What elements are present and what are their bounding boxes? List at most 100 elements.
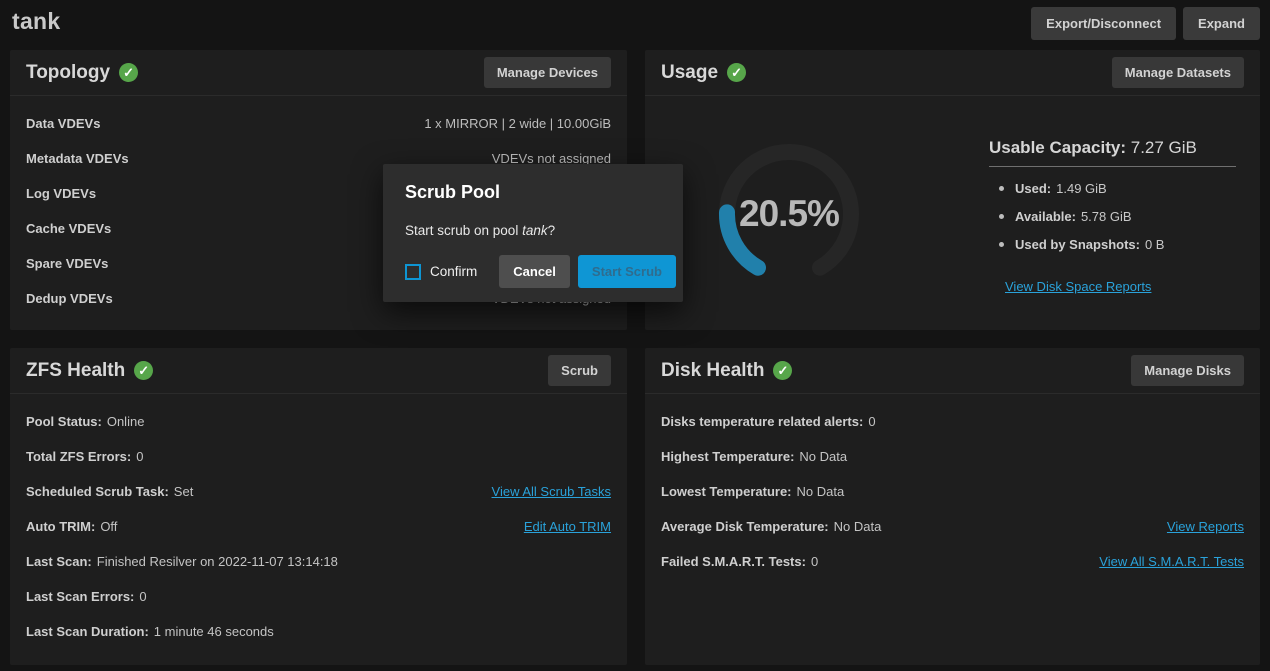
table-row: Total ZFS Errors: 0 xyxy=(26,439,611,474)
gauge-arc xyxy=(719,144,859,276)
export-disconnect-button[interactable]: Export/Disconnect xyxy=(1031,7,1177,40)
list-item: Available: 5.78 GiB xyxy=(999,209,1236,224)
dialog-actions: Confirm Cancel Start Scrub xyxy=(405,255,676,288)
row-value: 0 xyxy=(868,414,876,429)
table-row: Pool Status: Online xyxy=(26,404,611,439)
zfs-health-body: Pool Status: Online Total ZFS Errors: 0 Sc… xyxy=(10,394,627,649)
stat-value: 1.49 GiB xyxy=(1056,181,1107,196)
row-label: Log VDEVs xyxy=(26,186,97,201)
usage-card-header: Usage ✓ Manage Datasets xyxy=(645,50,1260,96)
start-scrub-button[interactable]: Start Scrub xyxy=(577,255,676,288)
row-value: Finished Resilver on 2022-11-07 13:14:18 xyxy=(96,554,338,569)
disk-health-title: Disk Health xyxy=(661,359,765,381)
disk-health-card: Disk Health ✓ Manage Disks Disks tempera… xyxy=(645,348,1260,665)
edit-auto-trim-link[interactable]: Edit Auto TRIM xyxy=(523,519,611,534)
manage-datasets-button[interactable]: Manage Datasets xyxy=(1111,57,1244,88)
usage-details: Usable Capacity: 7.27 GiB Used: 1.49 GiB … xyxy=(965,96,1260,329)
list-item: Used: 1.49 GiB xyxy=(999,181,1236,196)
zfs-health-card-header: ZFS Health ✓ Scrub xyxy=(10,348,627,394)
row-label: Cache VDEVs xyxy=(26,221,112,236)
table-row: Last Scan Duration: 1 minute 46 seconds xyxy=(26,614,611,649)
row-value: No Data xyxy=(833,519,882,534)
confirm-checkbox-label: Confirm xyxy=(430,264,478,279)
table-row: Lowest Temperature: No Data xyxy=(661,474,1244,509)
row-value: Off xyxy=(100,519,118,534)
row-label: Auto TRIM: xyxy=(26,519,96,534)
row-value: Online xyxy=(106,414,145,429)
confirm-checkbox[interactable] xyxy=(405,263,421,280)
row-value: 1 x MIRROR | 2 wide | 10.00GiB xyxy=(424,116,611,131)
row-label: Pool Status: xyxy=(26,414,102,429)
cancel-button[interactable]: Cancel xyxy=(499,255,570,288)
healthy-check-icon: ✓ xyxy=(134,361,154,380)
dialog-message-suffix: ? xyxy=(547,223,556,238)
table-row: Log VDEVs xyxy=(26,176,611,211)
scrub-pool-dialog: Scrub Pool Start scrub on pool tank? Con… xyxy=(383,164,683,302)
table-row: Failed S.M.A.R.T. Tests: 0 View All S.M.A… xyxy=(661,544,1244,579)
scrub-button[interactable]: Scrub xyxy=(548,355,611,386)
row-label: Last Scan Duration: xyxy=(26,624,149,639)
row-value: 0 xyxy=(136,449,144,464)
dialog-message: Start scrub on pool tank? xyxy=(405,223,661,238)
stat-value: 5.78 GiB xyxy=(1080,209,1132,224)
row-label: Metadata VDEVs xyxy=(26,151,129,166)
topology-body: Data VDEVs 1 x MIRROR | 2 wide | 10.00Gi… xyxy=(10,96,627,316)
table-row: Last Scan Errors: 0 xyxy=(26,579,611,614)
row-label: Total ZFS Errors: xyxy=(26,449,132,464)
row-label: Disks temperature related alerts: xyxy=(661,414,864,429)
table-row: Spare VDEVs xyxy=(26,246,611,281)
dialog-message-prefix: Start scrub on pool xyxy=(405,223,523,238)
row-label: Data VDEVs xyxy=(26,116,101,131)
gauge-percent-label: 20.5% xyxy=(739,193,840,234)
usage-title: Usage xyxy=(661,61,719,83)
topology-title: Topology xyxy=(26,61,111,83)
row-label: Average Disk Temperature: xyxy=(661,519,829,534)
stat-label: Used by Snapshots: xyxy=(1015,237,1140,252)
table-row: Data VDEVs 1 x MIRROR | 2 wide | 10.00Gi… xyxy=(26,106,611,141)
topology-card-header: Topology ✓ Manage Devices xyxy=(10,50,627,96)
dialog-pool-name: tank xyxy=(522,223,548,238)
row-label: Last Scan: xyxy=(26,554,92,569)
healthy-check-icon: ✓ xyxy=(773,361,793,380)
top-bar: tank Export/Disconnect Expand xyxy=(0,0,1270,44)
row-value: 1 minute 46 seconds xyxy=(153,624,274,639)
expand-button[interactable]: Expand xyxy=(1183,7,1260,40)
row-value: 0 xyxy=(810,554,819,569)
table-row: Auto TRIM: Off Edit Auto TRIM xyxy=(26,509,611,544)
manage-disks-button[interactable]: Manage Disks xyxy=(1131,355,1244,386)
table-row: Last Scan: Finished Resilver on 2022-11-0… xyxy=(26,544,611,579)
manage-devices-button[interactable]: Manage Devices xyxy=(483,57,611,88)
row-value: Set xyxy=(173,484,194,499)
usage-card: Usage ✓ Manage Datasets 20.5% Usable Cap… xyxy=(645,50,1260,330)
usable-capacity: Usable Capacity: 7.27 GiB xyxy=(989,138,1236,167)
topbar-buttons: Export/Disconnect Expand xyxy=(1031,7,1260,40)
row-value: No Data xyxy=(799,449,848,464)
usable-capacity-value: 7.27 GiB xyxy=(1130,138,1197,157)
view-disk-space-reports-link[interactable]: View Disk Space Reports xyxy=(1005,279,1152,294)
healthy-check-icon: ✓ xyxy=(727,63,747,82)
view-all-smart-tests-link[interactable]: View All S.M.A.R.T. Tests xyxy=(1099,554,1244,569)
stat-label: Used: xyxy=(1015,181,1052,196)
row-label: Dedup VDEVs xyxy=(26,291,113,306)
table-row: Disks temperature related alerts: 0 xyxy=(661,404,1244,439)
table-row: Metadata VDEVs VDEVs not assigned xyxy=(26,141,611,176)
table-row: Average Disk Temperature: No Data View Re… xyxy=(661,509,1244,544)
usage-stats-list: Used: 1.49 GiB Available: 5.78 GiB Used by… xyxy=(999,181,1236,252)
usable-capacity-label: Usable Capacity: xyxy=(989,138,1126,157)
row-label: Highest Temperature: xyxy=(661,449,795,464)
capacity-gauge: 20.5% xyxy=(645,96,965,329)
stat-label: Available: xyxy=(1015,209,1076,224)
row-value: 0 xyxy=(139,589,147,604)
view-reports-link[interactable]: View Reports xyxy=(1166,519,1244,534)
table-row: Cache VDEVs xyxy=(26,211,611,246)
usage-body: 20.5% Usable Capacity: 7.27 GiB Used: 1.4… xyxy=(645,96,1260,329)
table-row: Highest Temperature: No Data xyxy=(661,439,1244,474)
disk-health-body: Disks temperature related alerts: 0 Highe… xyxy=(645,394,1260,579)
table-row: Scheduled Scrub Task: Set View All Scrub … xyxy=(26,474,611,509)
disk-health-card-header: Disk Health ✓ Manage Disks xyxy=(645,348,1260,394)
view-all-scrub-tasks-link[interactable]: View All Scrub Tasks xyxy=(491,484,611,499)
row-value: VDEVs not assigned xyxy=(491,151,611,166)
dialog-title: Scrub Pool xyxy=(405,182,501,202)
zfs-health-title: ZFS Health xyxy=(26,359,126,381)
stat-value: 0 B xyxy=(1144,237,1165,252)
